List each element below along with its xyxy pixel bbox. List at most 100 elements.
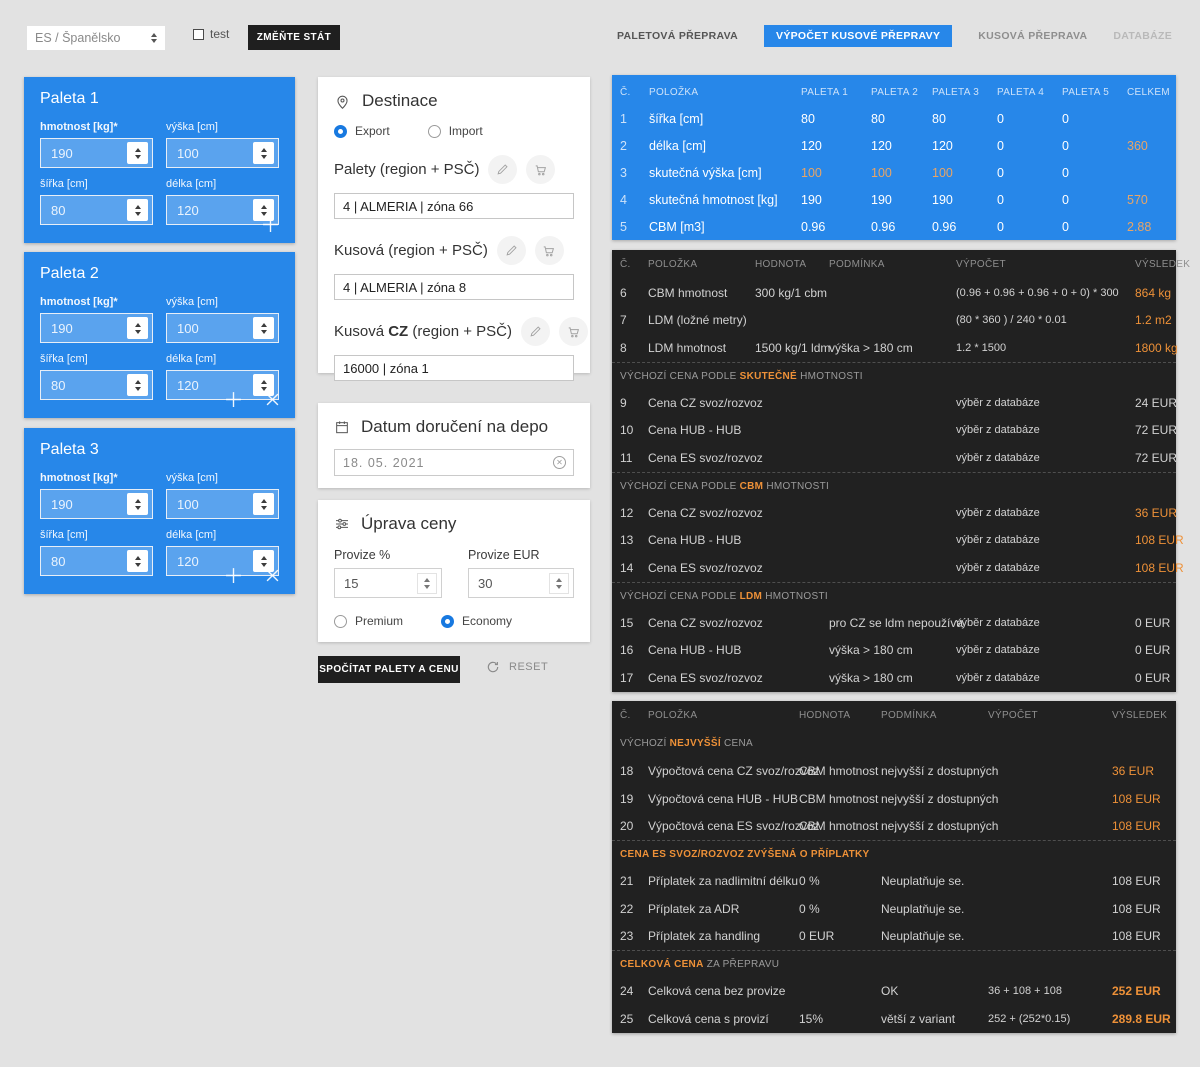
stepper-icon[interactable] (417, 573, 437, 594)
stepper-icon[interactable] (127, 374, 148, 396)
economy-radio[interactable] (441, 614, 455, 628)
stepper-icon[interactable] (549, 573, 569, 594)
test-checkbox[interactable] (193, 29, 204, 40)
stepper-icon[interactable] (127, 550, 148, 572)
pallet-table: Č. POLOŽKA PALETA 1 PALETA 2 PALETA 3 PA… (612, 75, 1176, 240)
table-row: 19 Výpočtová cena HUB - HUB CBM hmotnost… (620, 791, 1161, 806)
export-radio[interactable] (334, 124, 347, 138)
table-row: 3 skutečná výška [cm] 100 100 100 0 0 (620, 165, 1069, 180)
provize-eur-input[interactable] (478, 575, 538, 591)
table-row: 11 Cena ES svoz/rozvoz výběr z databáze … (620, 450, 1178, 465)
piece-zone-input[interactable] (334, 274, 574, 300)
tab-vypocet-kusove-prepravy[interactable]: VÝPOČET KUSOVÉ PŘEPRAVY (764, 25, 953, 47)
section-label: VÝCHOZÍ CENA PODLE SKUTEČNÉ HMOTNOSTI (612, 361, 1176, 390)
import-radio-label[interactable]: Import (448, 124, 483, 138)
cart-icon[interactable] (559, 317, 588, 346)
weight-label: hmotnost [kg]* (40, 121, 118, 133)
height-field (166, 313, 279, 343)
cart-icon[interactable] (526, 155, 556, 184)
piece-cz-zone-input[interactable] (334, 355, 574, 381)
table-row: 17 Cena ES svoz/rozvoz výška > 180 cm vý… (620, 670, 1171, 685)
table-row: 5 CBM [m3] 0.96 0.96 0.96 0 0 2.88 (620, 219, 1152, 234)
length-input[interactable] (177, 202, 247, 218)
add-pallet-icon[interactable] (262, 216, 279, 233)
table-row: 1 šířka [cm] 80 80 80 0 0 (620, 111, 1069, 126)
remove-pallet-icon[interactable] (266, 569, 279, 582)
section-label: CENA ES SVOZ/ROZVOZ ZVÝŠENÁ O PŘÍPLATKY (612, 840, 1176, 868)
stepper-icon[interactable] (127, 493, 148, 515)
length-input[interactable] (177, 377, 247, 393)
section-label: VÝCHOZÍ CENA PODLE LDM HMOTNOSTI (612, 581, 1176, 610)
section-label: CELKOVÁ CENA ZA PŘEPRAVU (612, 950, 1176, 978)
premium-radio[interactable] (334, 614, 347, 628)
table-row: 7 LDM (ložné metry) (80 * 360 ) / 240 * … (620, 313, 1172, 328)
stepper-icon[interactable] (127, 199, 148, 221)
length-field (166, 370, 279, 400)
weight-input[interactable] (51, 145, 121, 161)
height-input[interactable] (177, 496, 247, 512)
table-row: 14 Cena ES svoz/rozvoz výběr z databáze … (620, 560, 1184, 575)
tab-databaze[interactable]: DATABÁZE (1113, 30, 1172, 42)
reset-label: RESET (509, 661, 549, 673)
weight-field (40, 138, 153, 168)
provize-pct-input[interactable] (344, 575, 404, 591)
remove-pallet-icon[interactable] (266, 393, 279, 406)
tab-kusova-preprava[interactable]: KUSOVÁ PŘEPRAVA (978, 30, 1088, 42)
add-pallet-icon[interactable] (225, 567, 242, 584)
delivery-date-panel: Datum doručení na depo ✕ (318, 403, 590, 488)
width-label: šířka [cm] (40, 529, 88, 541)
width-label: šířka [cm] (40, 353, 88, 365)
table-row: 4 skutečná hmotnost [kg] 190 190 190 0 0… (620, 192, 1148, 207)
table-row: 20 Výpočtová cena ES svoz/rozvoz CBM hmo… (620, 819, 1161, 834)
add-pallet-icon[interactable] (225, 391, 242, 408)
stepper-icon[interactable] (253, 493, 274, 515)
stepper-icon[interactable] (253, 142, 274, 164)
pallet-table-header: Č. POLOŽKA PALETA 1 PALETA 2 PALETA 3 PA… (620, 86, 1170, 98)
calculate-button[interactable]: SPOČÍTAT PALETY A CENU (318, 656, 460, 683)
country-select[interactable]: ES / Španělsko (27, 26, 165, 50)
table-row: 6 CBM hmotnost 300 kg/1 cbm (0.96 + 0.96… (620, 285, 1172, 300)
weight-label: hmotnost [kg]* (40, 472, 118, 484)
width-input[interactable] (51, 553, 121, 569)
stepper-icon[interactable] (253, 199, 274, 221)
stepper-icon[interactable] (253, 374, 274, 396)
economy-radio-label[interactable]: Economy (462, 614, 513, 628)
edit-icon[interactable] (488, 155, 518, 184)
premium-radio-label[interactable]: Premium (355, 614, 404, 628)
table-row: 25 Celková cena s provizí 15% větší z va… (620, 1011, 1171, 1026)
height-input[interactable] (177, 145, 247, 161)
clear-date-icon[interactable]: ✕ (553, 456, 566, 469)
stepper-icon[interactable] (127, 317, 148, 339)
height-input[interactable] (177, 320, 247, 336)
cart-icon[interactable] (534, 236, 564, 265)
pallet-panel-1: Paleta 1 hmotnost [kg]* výška [cm] šířka… (24, 77, 295, 243)
calc-table: Č. POLOŽKA HODNOTA PODMÍNKA VÝPOČET VÝSL… (612, 250, 1191, 692)
stepper-icon[interactable] (253, 550, 274, 572)
weight-input[interactable] (51, 320, 121, 336)
sliders-icon (334, 516, 350, 532)
height-label: výška [cm] (166, 121, 218, 133)
piece-cz-zone-label: Kusová CZ (region + PSČ) (334, 317, 588, 346)
edit-icon[interactable] (496, 236, 526, 265)
reset-button[interactable]: RESET (486, 660, 548, 674)
edit-icon[interactable] (521, 317, 550, 346)
piece-zone-label: Kusová (region + PSČ) (334, 236, 574, 265)
provize-pct-label: Provize % (334, 548, 391, 562)
width-input[interactable] (51, 377, 121, 393)
weight-input[interactable] (51, 496, 121, 512)
import-radio[interactable] (427, 124, 441, 138)
summary-table: Č. POLOŽKA HODNOTA PODMÍNKA VÝPOČET VÝSL… (612, 701, 1176, 1033)
table-row: 22 Příplatek za ADR 0 % Neuplatňuje se. … (620, 901, 1161, 916)
provize-pct-field (334, 568, 442, 598)
change-state-button[interactable]: ZMĚŇTE STÁT (248, 25, 340, 50)
tab-paletova-preprava[interactable]: PALETOVÁ PŘEPRAVA (617, 30, 739, 42)
stepper-icon[interactable] (253, 317, 274, 339)
stepper-icon[interactable] (127, 142, 148, 164)
export-radio-label[interactable]: Export (355, 124, 390, 138)
length-input[interactable] (177, 553, 247, 569)
delivery-date-input[interactable] (334, 449, 574, 476)
calc-table-header: Č. POLOŽKA HODNOTA PODMÍNKA VÝPOČET VÝSL… (620, 259, 1191, 270)
pallets-zone-input[interactable] (334, 193, 574, 219)
width-input[interactable] (51, 202, 121, 218)
table-row: 15 Cena CZ svoz/rozvoz pro CZ se ldm nep… (620, 615, 1171, 630)
